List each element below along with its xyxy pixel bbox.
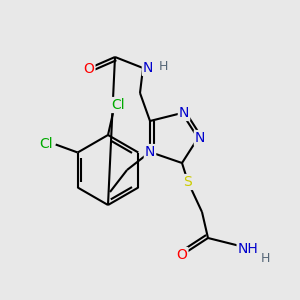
Text: O: O <box>84 62 94 76</box>
Text: H: H <box>260 251 270 265</box>
Text: S: S <box>184 175 192 189</box>
Text: Cl: Cl <box>39 137 52 152</box>
Text: H: H <box>158 59 168 73</box>
Text: NH: NH <box>238 242 258 256</box>
Text: Cl: Cl <box>111 98 125 112</box>
Text: O: O <box>177 248 188 262</box>
Text: N: N <box>195 131 205 145</box>
Text: N: N <box>145 145 155 159</box>
Text: N: N <box>143 61 153 75</box>
Text: N: N <box>179 106 189 120</box>
